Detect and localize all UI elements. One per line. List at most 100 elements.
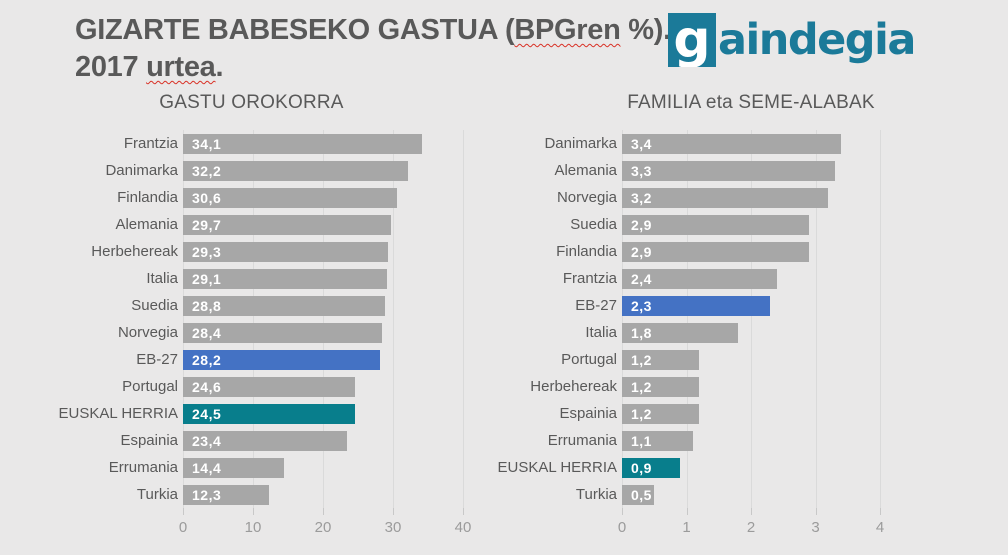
gridline	[815, 130, 817, 508]
plot-area: Danimarka 3,4 Alemania 3,3 Norvegia 3,2 Suedia…	[495, 130, 881, 508]
value-label: 28,4	[192, 324, 222, 341]
category-label: EB-27	[136, 351, 178, 368]
category-label: Espainia	[559, 405, 617, 422]
x-axis: 0 1 2 3 4	[618, 508, 884, 544]
category-label: Herbehereak	[91, 243, 178, 260]
bar-row: Frantzia 2,4	[495, 265, 880, 292]
category-label: Suedia	[570, 216, 617, 233]
value-label: 32,2	[192, 162, 222, 179]
axis-tick-label: 0	[617, 519, 627, 536]
value-label: 0,5	[631, 486, 652, 503]
bar-row: Espainia 23,4	[40, 427, 463, 454]
bar-track: 24,6	[183, 376, 463, 397]
bar-track: 34,1	[183, 133, 463, 154]
bar-row: Turkia 12,3	[40, 481, 463, 508]
category-label: Alemania	[554, 162, 617, 179]
x-axis: 0 10 20 30 40	[179, 508, 471, 544]
bar-track: 1,2	[622, 376, 880, 397]
category-label: EUSKAL HERRIA	[58, 405, 178, 422]
value-label: 29,3	[192, 243, 222, 260]
category-label: Danimarka	[105, 162, 178, 179]
chart-gastu-orokorra: GASTU OROKORRA Frantzia 34,1 Danimarka 32,2 F…	[40, 92, 472, 544]
gridline	[323, 130, 324, 508]
logo-g-letter: g	[673, 13, 711, 67]
bar-norvegia: 28,4	[183, 322, 382, 343]
bar-suedia: 28,8	[183, 295, 385, 316]
bar-track: 12,3	[183, 484, 463, 505]
axis-tick-label: 3	[811, 519, 820, 536]
bar-track: 24,5	[183, 403, 463, 424]
bar-norvegia: 3,2	[622, 187, 829, 208]
bar-track: 2,9	[622, 241, 880, 262]
bar-track: 1,2	[622, 349, 880, 370]
value-label: 2,9	[631, 243, 652, 260]
value-label: 2,4	[631, 270, 652, 287]
axis-tick	[751, 508, 752, 515]
gridline	[622, 130, 623, 508]
bar-row: Herbehereak 29,3	[40, 238, 463, 265]
axis-tick	[686, 508, 688, 515]
category-label: Finlandia	[556, 243, 617, 260]
category-label: Espainia	[120, 432, 178, 449]
bar-herbehereak: 29,3	[183, 241, 389, 262]
axis-tick-label: 0	[178, 519, 188, 536]
category-label: Italia	[146, 270, 178, 287]
value-label: 29,7	[192, 216, 222, 233]
bar-track: 29,7	[183, 214, 463, 235]
value-label: 3,4	[631, 135, 652, 152]
logo-wordmark: aindegia	[718, 15, 916, 65]
gridline	[183, 130, 184, 508]
bar-espainia: 1,2	[622, 403, 700, 424]
logo-g-mark: g	[668, 13, 716, 67]
bar-row: Portugal 24,6	[40, 373, 463, 400]
bar-track: 3,3	[622, 160, 880, 181]
bar-errumania: 14,4	[183, 457, 284, 478]
page-title: GIZARTE BABESEKO GASTUA (BPGren %). 2017 …	[75, 12, 671, 86]
bar-track: 1,8	[622, 322, 880, 343]
axis-tick-label: 40	[454, 519, 472, 536]
bar-row: Herbehereak 1,2	[495, 373, 880, 400]
bar-row: Errumania 14,4	[40, 454, 463, 481]
bar-track: 0,5	[622, 484, 880, 505]
bar-track: 14,4	[183, 457, 463, 478]
bar-finlandia: 30,6	[183, 187, 398, 208]
category-label: EUSKAL HERRIA	[497, 459, 617, 476]
category-label: Alemania	[115, 216, 178, 233]
bar-track: 3,2	[622, 187, 880, 208]
chart-familia-eta-seme-alabak: FAMILIA eta SEME-ALABAK Danimarka 3,4 Alema…	[495, 92, 885, 544]
category-label: Turkia	[575, 486, 617, 503]
bar-errumania: 1,1	[622, 430, 693, 451]
bar-row: Finlandia 30,6	[40, 184, 463, 211]
value-label: 3,3	[631, 162, 652, 179]
bar-track: 2,4	[622, 268, 880, 289]
gaindegia-logo: g aindegia	[668, 13, 916, 67]
axis-tick-label: 20	[314, 519, 332, 536]
gridline	[751, 130, 752, 508]
bar-espainia: 23,4	[183, 430, 347, 451]
bar-row: Turkia 0,5	[495, 481, 880, 508]
value-label: 30,6	[192, 189, 222, 206]
bar-row: Alemania 3,3	[495, 157, 880, 184]
category-label: Turkia	[136, 486, 178, 503]
value-label: 23,4	[192, 432, 222, 449]
bar-row: Norvegia 3,2	[495, 184, 880, 211]
value-label: 24,5	[192, 405, 222, 422]
bar-track: 3,4	[622, 133, 880, 154]
bar-row: EUSKAL HERRIA 24,5	[40, 400, 463, 427]
bar-row: EB-27 28,2	[40, 346, 463, 373]
page-title-line-2: 2017 urtea.	[75, 49, 671, 86]
bar-danimarka: 32,2	[183, 160, 409, 181]
bar-track: 28,2	[183, 349, 463, 370]
value-label: 28,8	[192, 297, 222, 314]
gridline	[463, 130, 464, 508]
bar-frantzia: 2,4	[622, 268, 777, 289]
plot-area: Frantzia 34,1 Danimarka 32,2 Finlandia 30,6 Al…	[40, 130, 464, 508]
category-label: Errumania	[547, 432, 617, 449]
axis-tick	[463, 508, 464, 515]
chart-title: GASTU OROKORRA	[159, 92, 344, 113]
bar-track: 0,9	[622, 457, 880, 478]
bar-row: Suedia 2,9	[495, 211, 880, 238]
bar-track: 30,6	[183, 187, 463, 208]
category-label: Herbehereak	[530, 378, 617, 395]
bar-row: Suedia 28,8	[40, 292, 463, 319]
